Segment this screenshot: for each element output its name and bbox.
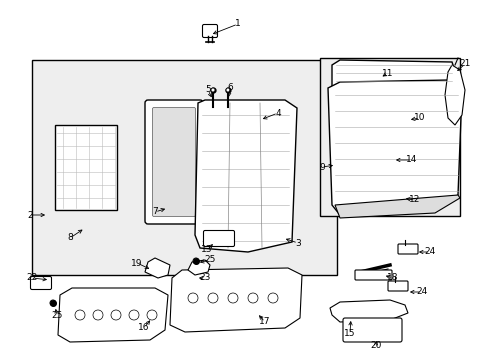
Text: 10: 10 bbox=[413, 113, 425, 122]
Circle shape bbox=[207, 293, 218, 303]
Circle shape bbox=[210, 88, 215, 92]
Text: 18: 18 bbox=[386, 274, 398, 283]
FancyBboxPatch shape bbox=[387, 281, 407, 291]
Circle shape bbox=[227, 293, 238, 303]
Polygon shape bbox=[329, 300, 407, 322]
Text: 19: 19 bbox=[131, 258, 142, 267]
Text: 24: 24 bbox=[415, 288, 427, 297]
Text: 12: 12 bbox=[408, 195, 420, 204]
Circle shape bbox=[75, 310, 85, 320]
Circle shape bbox=[267, 293, 278, 303]
Polygon shape bbox=[331, 60, 457, 92]
Circle shape bbox=[193, 258, 199, 264]
Polygon shape bbox=[327, 80, 461, 215]
FancyBboxPatch shape bbox=[145, 100, 203, 224]
Circle shape bbox=[50, 300, 56, 306]
Polygon shape bbox=[444, 65, 464, 125]
FancyBboxPatch shape bbox=[397, 244, 417, 254]
Text: 24: 24 bbox=[424, 248, 435, 256]
FancyBboxPatch shape bbox=[342, 318, 401, 342]
Text: 14: 14 bbox=[406, 156, 417, 165]
Polygon shape bbox=[145, 258, 170, 278]
Text: 21: 21 bbox=[458, 59, 470, 68]
FancyBboxPatch shape bbox=[202, 24, 217, 37]
Text: 20: 20 bbox=[369, 341, 381, 350]
Text: 16: 16 bbox=[138, 324, 149, 333]
Text: 11: 11 bbox=[382, 68, 393, 77]
Text: 25: 25 bbox=[51, 310, 62, 320]
Circle shape bbox=[129, 310, 139, 320]
Circle shape bbox=[111, 310, 121, 320]
Polygon shape bbox=[58, 288, 168, 342]
Circle shape bbox=[225, 88, 229, 92]
FancyBboxPatch shape bbox=[203, 230, 234, 247]
Polygon shape bbox=[195, 100, 296, 252]
Text: 1: 1 bbox=[235, 19, 241, 28]
Text: 17: 17 bbox=[259, 318, 270, 327]
Text: 8: 8 bbox=[67, 234, 73, 243]
Text: 6: 6 bbox=[226, 84, 232, 93]
Text: 23: 23 bbox=[199, 274, 210, 283]
Polygon shape bbox=[187, 260, 209, 275]
FancyBboxPatch shape bbox=[30, 276, 51, 289]
Text: 4: 4 bbox=[275, 108, 280, 117]
Text: 9: 9 bbox=[319, 162, 324, 171]
Circle shape bbox=[247, 293, 258, 303]
Text: 5: 5 bbox=[204, 85, 210, 94]
FancyBboxPatch shape bbox=[354, 270, 391, 280]
Bar bbox=[55, 125, 117, 210]
Circle shape bbox=[93, 310, 103, 320]
Circle shape bbox=[187, 293, 198, 303]
Text: 13: 13 bbox=[201, 246, 212, 255]
Circle shape bbox=[147, 310, 157, 320]
Bar bbox=[319, 58, 459, 216]
Text: 3: 3 bbox=[295, 238, 300, 248]
Text: 2: 2 bbox=[27, 211, 33, 220]
Text: 25: 25 bbox=[204, 256, 215, 265]
Text: 7: 7 bbox=[152, 207, 158, 216]
Text: 15: 15 bbox=[344, 328, 355, 338]
Bar bbox=[32, 60, 336, 275]
FancyBboxPatch shape bbox=[152, 108, 195, 216]
Polygon shape bbox=[334, 195, 459, 218]
Text: 22: 22 bbox=[26, 274, 38, 283]
Polygon shape bbox=[170, 268, 302, 332]
